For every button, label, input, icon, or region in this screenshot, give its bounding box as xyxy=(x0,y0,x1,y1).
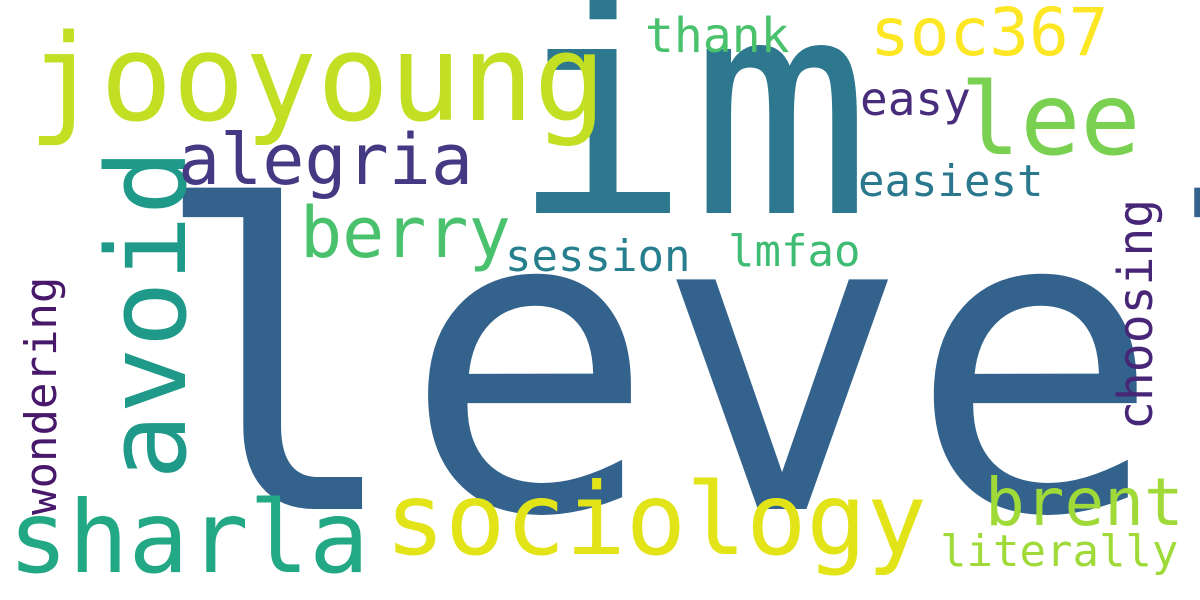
word-brent: brent xyxy=(985,464,1184,541)
word-im: im xyxy=(510,0,872,284)
word-sharla: sharla xyxy=(8,479,370,596)
word-session: session xyxy=(505,231,691,282)
word-literally: literally xyxy=(940,526,1179,577)
word-lmfao: lmfao xyxy=(728,226,861,277)
word-sociology: sociology xyxy=(385,461,927,578)
word-alegria: alegria xyxy=(178,119,474,201)
word-easiest: easiest xyxy=(858,156,1044,207)
word-wondering: wondering xyxy=(16,276,67,515)
word-easy: easy xyxy=(860,72,971,126)
word-jooyoung: jooyoung xyxy=(28,10,606,149)
word-lee: lee xyxy=(960,61,1141,178)
word-thank: thank xyxy=(645,8,790,64)
word-level: level xyxy=(150,120,1200,600)
word-choosing: choosing xyxy=(1108,198,1164,430)
word-berry: berry xyxy=(300,192,511,274)
word-soc367: soc367 xyxy=(870,0,1109,71)
